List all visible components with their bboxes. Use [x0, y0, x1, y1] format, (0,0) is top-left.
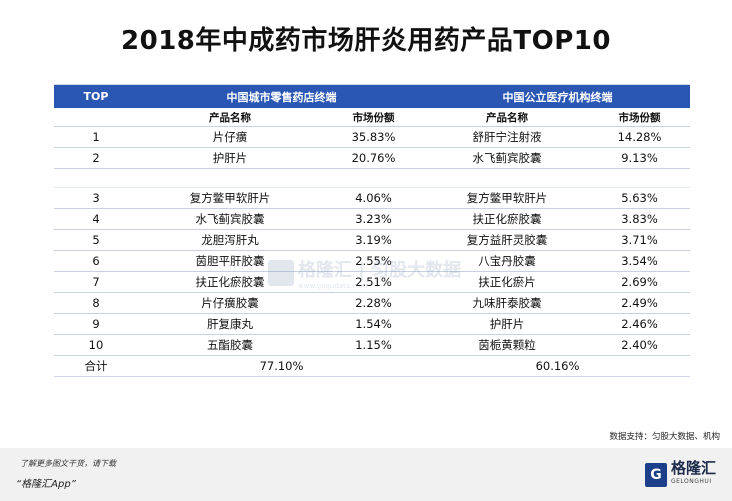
hospital-product: 护肝片: [425, 313, 589, 335]
retail-product: 片仔癀: [138, 126, 322, 148]
hospital-product: 复方益肝灵胶囊: [425, 229, 589, 251]
retail-product: 五酯胶囊: [138, 334, 322, 356]
retail-share: 35.83%: [322, 126, 425, 148]
retail-product: 扶正化瘀胶囊: [138, 271, 322, 293]
retail-share: 20.76%: [322, 147, 425, 169]
footer-note: 了解更多图文干货，请下载: [20, 459, 116, 468]
header-hospital: 中国公立医疗机构终端: [425, 85, 690, 108]
hospital-name-header: 产品名称: [425, 108, 589, 127]
page-title: 2018年中成药市场肝炎用药产品TOP10: [121, 26, 611, 56]
retail-share: 1.15%: [322, 334, 425, 356]
hospital-share: 3.71%: [589, 229, 690, 251]
table-row: 2 护肝片 20.76% 水飞蓟宾胶囊 9.13%: [54, 147, 690, 169]
hospital-product: 八宝丹胶囊: [425, 250, 589, 272]
footer-band: [0, 448, 732, 501]
table-row: 4 水飞蓟宾胶囊 3.23% 扶正化瘀胶囊 3.83%: [54, 208, 690, 230]
retail-share: 3.23%: [322, 208, 425, 230]
footer-app-name: “格隆汇App”: [16, 479, 76, 490]
retail-share: 4.06%: [322, 187, 425, 209]
brand-name: 格隆汇: [670, 459, 716, 477]
table-row: 6 茵胆平肝胶囊 2.55% 八宝丹胶囊 3.54%: [54, 250, 690, 272]
table-row: 3 复方鳖甲软肝片 4.06% 复方鳖甲软肝片 5.63%: [54, 187, 690, 209]
retail-product: 肝复康丸: [138, 313, 322, 335]
brand-logo-icon: G: [644, 463, 667, 487]
brand-logo: G 格隆汇 GELONGHUI: [644, 459, 716, 489]
retail-share: 2.51%: [322, 271, 425, 293]
hospital-product: 九味肝泰胶囊: [425, 292, 589, 314]
rank: 3: [54, 187, 138, 209]
brand-sub: GELONGHUI: [670, 478, 712, 485]
retail-product: 茵胆平肝胶囊: [138, 250, 322, 272]
retail-share-header: 市场份额: [322, 108, 425, 127]
table-row: 8 片仔癀胶囊 2.28% 九味肝泰胶囊 2.49%: [54, 292, 690, 314]
hospital-product: 复方鳖甲软肝片: [425, 187, 589, 209]
retail-product: 水飞蓟宾胶囊: [138, 208, 322, 230]
hospital-share: 5.63%: [589, 187, 690, 209]
hospital-product: 水飞蓟宾胶囊: [425, 147, 589, 169]
retail-total: 77.10%: [259, 359, 304, 373]
retail-product: 龙胆泻肝丸: [138, 229, 322, 251]
header-top: TOP: [54, 85, 138, 108]
table-row: 1 片仔癀 35.83% 舒肝宁注射液 14.28%: [54, 126, 690, 148]
hospital-share: 2.69%: [589, 271, 690, 293]
hospital-share: 3.83%: [589, 208, 690, 230]
rank: 4: [54, 208, 138, 230]
table-row: 9 肝复康丸 1.54% 护肝片 2.46%: [54, 313, 690, 335]
retail-share: 2.28%: [322, 292, 425, 314]
retail-product: 复方鳖甲软肝片: [138, 187, 322, 209]
hospital-total: 60.16%: [535, 359, 580, 373]
retail-product: 护肝片: [138, 147, 322, 169]
spacer-row: [54, 168, 690, 188]
retail-product: 片仔癀胶囊: [138, 292, 322, 314]
retail-share: 2.55%: [322, 250, 425, 272]
retail-share: 1.54%: [322, 313, 425, 335]
header-retail: 中国城市零售药店终端: [138, 85, 425, 108]
source-note: 数据支持：匀股大数据、机构: [609, 432, 720, 442]
total-label: 合计: [84, 359, 108, 373]
hospital-share: 2.40%: [589, 334, 690, 356]
rank: 2: [54, 147, 138, 169]
rank: 7: [54, 271, 138, 293]
top10-table: TOP 中国城市零售药店终端 中国公立医疗机构终端 产品名称 市场份额 产品名称…: [54, 84, 690, 377]
rank: 1: [54, 126, 138, 148]
retail-share: 3.19%: [322, 229, 425, 251]
table-row: 10 五酯胶囊 1.15% 茵栀黄颗粒 2.40%: [54, 334, 690, 356]
hospital-share-header: 市场份额: [589, 108, 690, 127]
retail-name-header: 产品名称: [138, 108, 322, 127]
rank: 5: [54, 229, 138, 251]
rank: 9: [54, 313, 138, 335]
hospital-share: 14.28%: [589, 126, 690, 148]
hospital-product: 舒肝宁注射液: [425, 126, 589, 148]
hospital-product: 茵栀黄颗粒: [425, 334, 589, 356]
hospital-product: 扶正化瘀片: [425, 271, 589, 293]
table-row: 5 龙胆泻肝丸 3.19% 复方益肝灵胶囊 3.71%: [54, 229, 690, 251]
hospital-share: 2.49%: [589, 292, 690, 314]
table-row: 7 扶正化瘀胶囊 2.51% 扶正化瘀片 2.69%: [54, 271, 690, 293]
subheader-row: 产品名称 市场份额 产品名称 市场份额: [54, 108, 690, 127]
hospital-share: 9.13%: [589, 147, 690, 169]
rank: 10: [54, 334, 138, 356]
hospital-share: 2.46%: [589, 313, 690, 335]
total-row: 合计 77.10% 60.16%: [54, 356, 690, 377]
hospital-share: 3.54%: [589, 250, 690, 272]
rank: 6: [54, 250, 138, 272]
rank: 8: [54, 292, 138, 314]
hospital-product: 扶正化瘀胶囊: [425, 208, 589, 230]
